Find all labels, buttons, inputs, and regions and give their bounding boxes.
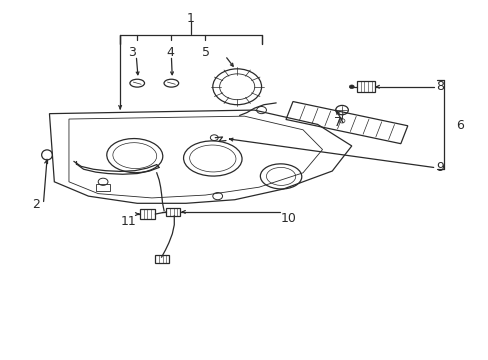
Text: 10: 10 xyxy=(281,212,296,225)
Bar xyxy=(140,210,155,219)
Text: 7: 7 xyxy=(333,116,341,129)
Text: 4: 4 xyxy=(166,46,174,59)
Bar xyxy=(155,255,169,263)
Text: 11: 11 xyxy=(120,215,136,228)
Text: 2: 2 xyxy=(32,198,40,211)
Text: 1: 1 xyxy=(186,12,194,25)
Text: 5: 5 xyxy=(202,46,210,59)
Text: 6: 6 xyxy=(456,119,464,132)
Bar xyxy=(96,184,110,191)
Circle shape xyxy=(348,85,353,89)
Bar xyxy=(356,81,374,92)
Text: 8: 8 xyxy=(435,80,443,93)
Bar xyxy=(166,208,180,216)
Text: 3: 3 xyxy=(128,46,136,59)
Text: 9: 9 xyxy=(435,161,443,174)
